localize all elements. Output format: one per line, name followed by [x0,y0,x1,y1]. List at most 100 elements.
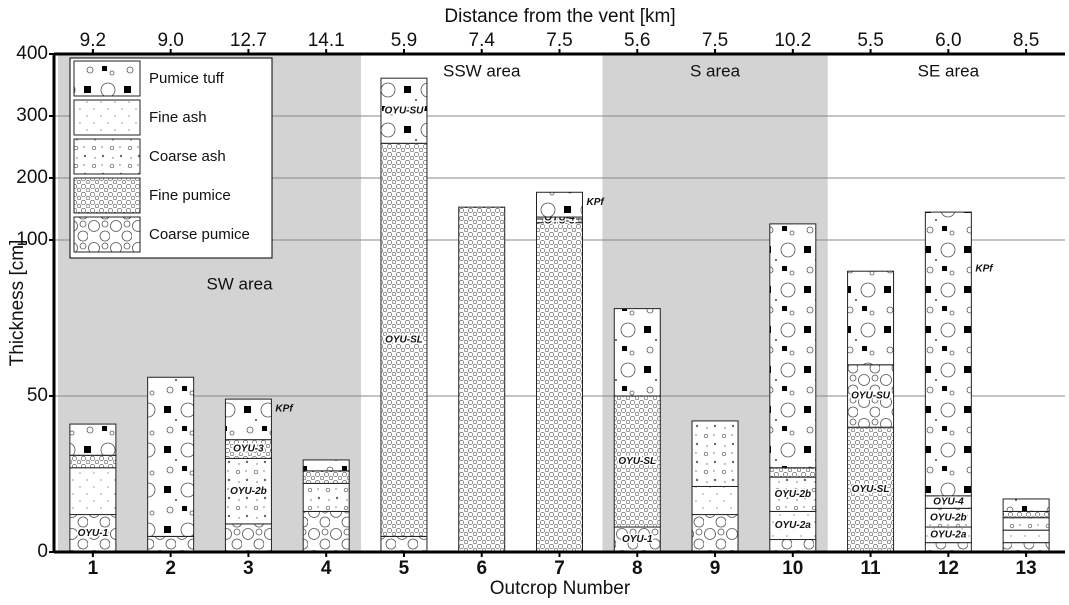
unit-label: OYU-SL [385,334,423,345]
top-tick-label: 9.0 [157,30,183,51]
legend-swatch [73,216,141,253]
x-tick-label: 2 [165,558,176,579]
top-tick-label: 7.4 [469,30,496,51]
y-tick-label: 200 [16,167,48,188]
unit-label: OYU-2a [930,529,967,540]
top-tick-label: 6.0 [935,30,961,51]
layer [1002,517,1050,531]
layer [458,206,506,553]
unit-note: KPf [975,263,994,274]
top-tick-label: 5.6 [624,30,650,51]
y-tick-label: 100 [16,229,48,250]
unit-label: OYU-2b [774,489,811,500]
layer [847,426,895,553]
layer [69,454,117,469]
legend-swatch [73,177,141,214]
layer [1002,498,1050,512]
layer [380,77,428,144]
layer [613,308,661,397]
y-axis-title: Thickness [cm] [7,240,28,367]
columns-layer: OYU-1OYU-2bOYU-3OYU-SLOYU-SUOYU-3OYU-4OY… [69,77,1050,553]
layer [769,223,817,469]
y-tick-label: 0 [37,541,48,562]
layer [302,482,350,512]
unit-note: KPf [587,197,606,208]
layer [536,191,583,218]
layer [224,457,272,525]
layer [769,539,817,553]
layer [691,514,739,553]
legend-label: Fine ash [149,109,207,126]
layer [924,211,972,497]
layer [536,222,583,553]
layer [69,423,117,456]
layer [147,535,195,553]
legend-swatch [73,138,141,175]
unit-label: OYU-2a [775,520,812,531]
layer [302,459,350,472]
unit-label: OYU-SL [852,484,890,495]
top-tick-label: 7.5 [546,30,572,51]
legend-swatch [73,99,141,136]
layer [302,470,350,484]
unit-label: OYU-1 [622,534,653,545]
x-tick-label: 3 [243,558,254,579]
legend-swatch [73,60,141,97]
x-tick-label: 8 [632,558,643,579]
unit-label: OYU-SU [385,105,425,116]
layer [224,523,272,553]
layer [769,467,817,478]
x-tick-label: 1 [88,558,99,579]
layer [224,398,272,441]
area-label: SSW area [443,61,521,80]
layer [847,364,895,428]
unit-label: OYU-2b [930,512,967,523]
layer [691,420,739,487]
x-tick-label: 13 [1016,558,1037,579]
x-tick-label: 5 [399,558,410,579]
chart-title: Distance from the vent [km] [444,6,675,27]
y-tick-label: 300 [16,105,48,126]
area-label: SE area [918,61,980,80]
x-tick-label: 12 [938,558,959,579]
x-tick-label: 10 [782,558,803,579]
unit-label: OYU-2b [230,486,267,497]
top-tick-label: 12.7 [230,30,267,51]
top-tick-label: 8.5 [1013,30,1039,51]
y-tick-label: 50 [27,385,48,406]
layer [1002,510,1050,519]
layer [613,395,661,528]
area-label: S area [690,61,741,80]
unit-label: OYU-1 [78,528,109,539]
legend-label: Coarse ash [149,148,226,165]
layer [380,142,428,537]
layer [147,376,195,537]
layer [1002,529,1050,544]
legend-label: Pumice tuff [149,70,225,87]
unit-note: KPf [275,404,294,415]
area-label: SW area [206,274,273,293]
x-tick-label: 11 [861,558,882,579]
layer [302,510,350,553]
unit-label: OYU-3 [233,444,264,455]
top-tick-label: 10.2 [774,30,811,51]
x-tick-label: 4 [321,558,332,579]
x-tick-label: 6 [476,558,487,579]
top-tick-label: 9.2 [80,30,106,51]
unit-label: OYU-4 [933,497,964,508]
x-tick-label: 7 [554,558,565,579]
layer [847,270,895,366]
unit-label: OYU-SU [851,391,891,402]
layer [691,485,739,516]
x-axis-title: Outcrop Number [490,578,631,599]
y-tick-label: 400 [16,43,48,64]
layer [769,510,817,541]
x-tick-label: 9 [710,558,721,579]
foreground-layer: SW area SSW area S area SE area 0 50 100 200 300… [16,30,1065,579]
top-tick-label: 5.5 [857,30,883,51]
legend-label: Fine pumice [149,187,231,204]
layer [69,467,117,516]
legend-label: Coarse pumice [149,226,250,243]
unit-label: OYU-SL [618,456,656,467]
layer [380,535,428,553]
